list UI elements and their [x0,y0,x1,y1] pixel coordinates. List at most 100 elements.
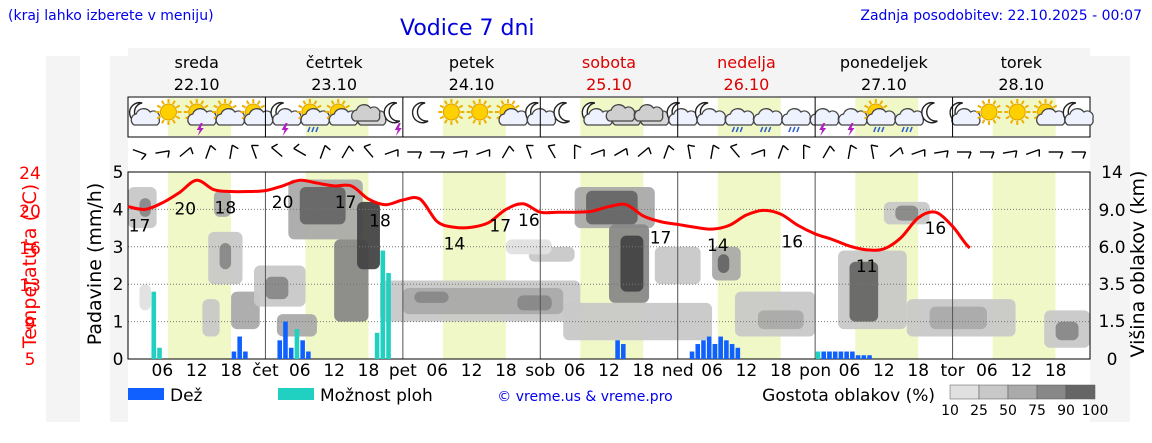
wind-barb [132,148,147,161]
sun-icon [1004,99,1031,125]
drizzle-icon [788,126,792,133]
time-axis: 06 12 18 čet 06 12 18 pet 06 12 18 sob 06 12 18 ned 06 12… [152,361,1067,381]
shower-bar [380,250,386,359]
drizzle-icon [739,126,744,133]
day-name: nedelja [717,53,776,72]
cloud-block [849,261,879,322]
cloud-block [231,291,260,330]
drizzle-icon [767,126,772,133]
temperature-label: 10 [1068,0,1090,5]
precip-axis-panel [110,56,128,422]
shower-legend-label: Možnost ploh [320,386,433,406]
day-date: 26.10 [724,75,770,94]
temperature-label: 17 [489,216,511,236]
sun-cloud-drizzle-icon [862,99,896,133]
rain-legend-label: Dež [170,386,203,406]
rain-bar [283,321,288,359]
cloud-height-tick: 0 [1107,350,1118,370]
drizzle-icon [315,126,319,133]
wind-barb [319,144,331,159]
rain-bar [724,340,729,359]
sun-cloud-icon [212,99,246,126]
temperature-label: 14 [707,236,729,256]
cloud-block [139,198,151,217]
precipitation-bars [151,250,872,359]
day-name: ponedeljek [840,53,929,72]
rain-bar [850,351,855,359]
sun-icon [155,99,182,125]
drizzle-icon [909,126,913,133]
night-band [505,172,541,359]
cloud-icon [894,108,925,126]
time-tick: sob [525,361,555,381]
time-tick: tor [941,361,965,381]
temperature-label: 17 [129,216,151,236]
wind-barb [847,144,858,160]
wind-barb [250,144,259,159]
wind-barb [802,144,811,159]
rain-bar [288,347,294,359]
day-name: petek [449,53,495,72]
rain-bar [729,344,735,359]
drizzle-icon [759,126,764,133]
drizzle-icon [731,126,736,133]
time-tick: 18 [220,361,242,381]
wind-barb [501,145,515,159]
precip-tick: 5 [113,163,124,183]
sun-icon [975,99,1002,125]
cloud-block [139,284,151,311]
drizzle-icon [763,126,768,133]
lightning-icon [281,123,289,136]
legend: Dež Možnost ploh © vreme.us & vreme.pro Gos… [128,384,1108,419]
cloud-icon [1064,108,1094,126]
weather-icons-row [127,96,1094,138]
time-tick: ned [662,361,694,381]
rain-bar [237,336,242,359]
moon-thunder-icon [383,101,402,136]
wind-barb [179,146,194,158]
wind-barb [870,144,879,160]
density-tick: 50 [999,403,1017,419]
wind-barb [1002,150,1018,158]
shower-bar [157,347,162,359]
rain-bar [844,351,849,359]
sun-cloud-icon [494,99,528,126]
time-tick: 06 [701,361,723,381]
wind-barb [271,143,283,158]
moon-icon [411,101,429,124]
wind-barb [822,145,836,159]
cloud-icon [351,104,387,126]
rain-bar [277,340,283,359]
shower-swatch [278,388,314,400]
wind-barb [229,144,239,160]
drizzle-icon [735,126,740,133]
time-tick: 06 [839,361,861,381]
drizzle-icon [905,126,909,133]
wind-barb [710,144,720,160]
time-tick: 12 [323,361,345,381]
day-name: sobota [582,53,636,72]
temperature-label: 20 [272,193,294,213]
plot-frame [127,171,1091,360]
cloud-height-tick: 3.5 [1098,275,1125,295]
location-note: (kraj lahko izberete v meniju) [8,8,214,24]
drizzle-icon [792,126,796,133]
time-tick: 12 [1010,361,1032,381]
wind-barb [155,150,170,158]
density-swatch [949,384,980,400]
time-tick: 12 [461,361,483,381]
cloud-drizzle-icon [894,108,925,133]
last-updated: Zadnja posodobitev: 22.10.2025 - 00:07 [860,8,1142,24]
temperature-label: 16 [518,211,540,231]
temperature-label: 16 [781,232,803,252]
wind-barb [1048,151,1064,159]
day-date: 22.10 [174,75,220,94]
lightning-icon [819,123,827,136]
grid-lines [127,97,1091,360]
sun-icon [155,99,182,125]
time-tick: 12 [736,361,758,381]
cloud-block [213,190,232,217]
wind-barb [934,150,949,158]
temperature-label: 18 [369,212,391,232]
